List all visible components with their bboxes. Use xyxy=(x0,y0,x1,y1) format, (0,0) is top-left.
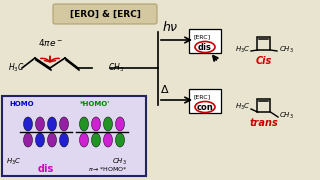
Text: $CH_3$: $CH_3$ xyxy=(279,111,293,121)
Text: dis: dis xyxy=(198,42,212,51)
Ellipse shape xyxy=(60,117,68,131)
Ellipse shape xyxy=(92,117,100,131)
Ellipse shape xyxy=(23,133,33,147)
Ellipse shape xyxy=(36,117,44,131)
Text: $H_3C$: $H_3C$ xyxy=(235,45,251,55)
FancyArrowPatch shape xyxy=(41,56,50,62)
Ellipse shape xyxy=(79,133,89,147)
Ellipse shape xyxy=(92,133,100,147)
Text: $H_3C$: $H_3C$ xyxy=(6,157,21,167)
FancyBboxPatch shape xyxy=(189,29,221,53)
Text: $H_3C$: $H_3C$ xyxy=(8,62,25,74)
Text: $h\nu$: $h\nu$ xyxy=(162,20,178,34)
Ellipse shape xyxy=(116,133,124,147)
Text: Cis: Cis xyxy=(256,56,272,66)
Ellipse shape xyxy=(79,117,89,131)
Ellipse shape xyxy=(47,133,57,147)
Text: dis: dis xyxy=(38,164,54,174)
Ellipse shape xyxy=(116,117,124,131)
Ellipse shape xyxy=(195,102,215,112)
Ellipse shape xyxy=(103,133,113,147)
Text: [ERC]: [ERC] xyxy=(194,94,211,100)
Text: $CH_3$: $CH_3$ xyxy=(112,157,127,167)
FancyBboxPatch shape xyxy=(53,4,157,24)
FancyBboxPatch shape xyxy=(189,89,221,113)
Text: $\Delta$: $\Delta$ xyxy=(160,83,170,95)
Text: HOMO: HOMO xyxy=(10,101,34,107)
Text: *HOMO': *HOMO' xyxy=(80,101,110,107)
Text: $H_3C$: $H_3C$ xyxy=(235,102,251,112)
Ellipse shape xyxy=(60,133,68,147)
Ellipse shape xyxy=(47,117,57,131)
Text: $4\pi e^-$: $4\pi e^-$ xyxy=(37,37,62,48)
FancyBboxPatch shape xyxy=(2,96,146,176)
FancyArrowPatch shape xyxy=(50,56,59,62)
Ellipse shape xyxy=(195,42,215,53)
Text: [ERO] & [ERC]: [ERO] & [ERC] xyxy=(69,10,140,19)
Text: $\pi$$\rightarrow$*HOMO*: $\pi$$\rightarrow$*HOMO* xyxy=(88,165,128,173)
Ellipse shape xyxy=(36,133,44,147)
Ellipse shape xyxy=(103,117,113,131)
Ellipse shape xyxy=(23,117,33,131)
Text: con: con xyxy=(196,102,213,111)
Text: $CH_3$: $CH_3$ xyxy=(108,62,124,74)
Text: trans: trans xyxy=(250,118,278,128)
Text: $CH_3$: $CH_3$ xyxy=(279,45,293,55)
Text: [ERC]: [ERC] xyxy=(194,35,211,39)
